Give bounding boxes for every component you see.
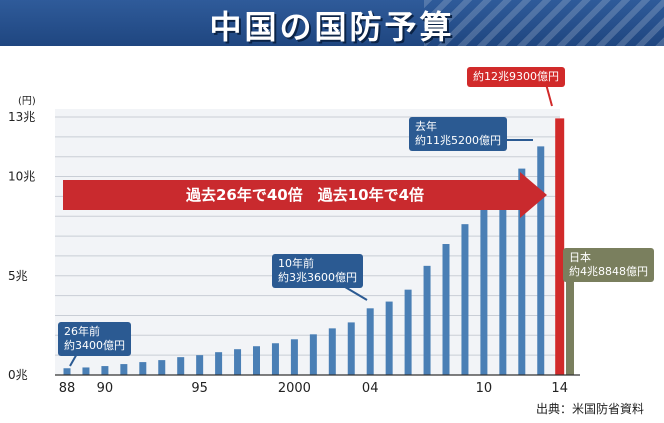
- callout-line: 約4兆8848億円: [569, 265, 648, 278]
- y-tick-label: 10兆: [8, 170, 35, 184]
- title-bar: 中国の国防予算: [0, 0, 664, 46]
- callout-line: 10年前: [278, 257, 314, 270]
- bar-1995: [196, 355, 204, 375]
- x-tick-label: 95: [191, 381, 208, 396]
- bar-2007: [423, 265, 431, 375]
- bar-1997: [234, 349, 242, 375]
- x-tick-label: 14: [551, 381, 568, 396]
- callout-japan: 日本 約4兆8848億円: [563, 248, 654, 282]
- y-unit-label: (円): [18, 96, 36, 107]
- y-tick-label: 0兆: [8, 368, 28, 382]
- bar-2012: [518, 168, 526, 375]
- bar-2005: [385, 301, 393, 375]
- bar-1992: [139, 362, 147, 375]
- bar-1994: [177, 357, 185, 375]
- bar-2003: [347, 322, 355, 375]
- bar-1991: [120, 364, 128, 375]
- bar-2000: [290, 339, 298, 375]
- bar-2006: [404, 289, 412, 375]
- x-tick-label: 10: [476, 381, 493, 396]
- callout-pointer: [545, 83, 553, 107]
- x-tick-label: 2000: [278, 381, 311, 396]
- title-bar-pattern: [424, 0, 664, 46]
- source-note: 出典：米国防省資料: [535, 402, 644, 416]
- callout-line: 約11兆5200億円: [415, 134, 501, 147]
- callout-line: 約3兆3600億円: [278, 271, 357, 284]
- callout-2014: 約12兆9300億円: [467, 67, 565, 87]
- callout-2013: 去年 約11兆5200億円: [409, 117, 507, 151]
- callout-2004: 10年前 約3兆3600億円: [272, 254, 363, 288]
- bar-1988: [63, 368, 71, 375]
- bar-2004: [366, 308, 374, 375]
- y-tick-label: 13兆: [8, 110, 35, 124]
- bar-2010: [480, 206, 488, 375]
- bar-1998: [253, 346, 260, 375]
- bar-2013: [537, 146, 545, 375]
- bar-2011: [499, 196, 507, 375]
- bar-2001: [309, 334, 317, 375]
- bar-1996: [215, 352, 223, 375]
- callout-1988: 26年前 約3400億円: [58, 322, 131, 356]
- callout-line: 去年: [415, 120, 437, 133]
- x-tick-label: 04: [362, 381, 379, 396]
- callout-line: 約3400億円: [64, 339, 125, 352]
- x-tick-label: 90: [97, 381, 114, 396]
- plot-area: [55, 109, 560, 375]
- growth-arrow: [63, 172, 547, 218]
- bar-1989: [82, 367, 90, 375]
- bar-2002: [328, 328, 336, 375]
- callout-line: 約12兆9300億円: [473, 70, 559, 83]
- y-tick-label: 5兆: [8, 269, 28, 283]
- bar-1999: [271, 343, 279, 375]
- bar-2008: [442, 244, 450, 375]
- bar-1993: [158, 360, 166, 375]
- bar-japan: [566, 278, 574, 375]
- bar-2009: [461, 224, 469, 375]
- growth-banner-text: 過去26年で40倍 過去10年で4倍: [185, 186, 424, 204]
- bar-2014: [555, 118, 565, 376]
- x-tick-label: 88: [59, 381, 76, 396]
- callout-line: 日本: [569, 251, 591, 264]
- callout-line: 26年前: [64, 325, 100, 338]
- chart-title: 中国の国防予算: [209, 8, 455, 46]
- bar-1990: [101, 366, 109, 375]
